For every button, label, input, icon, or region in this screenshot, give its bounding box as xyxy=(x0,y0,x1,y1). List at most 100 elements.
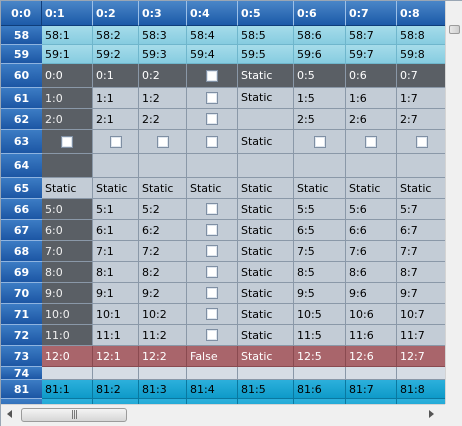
checkbox[interactable] xyxy=(206,69,218,82)
grid-cell[interactable]: 8:5 xyxy=(294,262,346,283)
checkbox-cell[interactable] xyxy=(187,304,238,325)
checkbox-cell[interactable] xyxy=(294,130,346,154)
checkbox[interactable] xyxy=(206,224,218,236)
grid-cell[interactable]: 5:7 xyxy=(397,199,445,220)
grid-cell[interactable]: 7:1 xyxy=(93,241,139,262)
row-header[interactable]: 69 xyxy=(1,262,42,283)
grid-cell[interactable]: Static xyxy=(187,178,238,199)
grid-cell[interactable]: 1:7 xyxy=(397,88,445,109)
grid-cell[interactable]: 12:0 xyxy=(42,346,93,367)
checkbox-cell[interactable] xyxy=(187,325,238,346)
grid-cell[interactable]: Static xyxy=(139,178,187,199)
grid-cell[interactable]: 82:2 xyxy=(93,399,139,404)
grid-cell[interactable] xyxy=(238,109,294,130)
checkbox-cell[interactable] xyxy=(187,130,238,154)
grid-cell[interactable]: 5:1 xyxy=(93,199,139,220)
grid-cell[interactable]: 58:6 xyxy=(294,26,346,45)
grid-cell[interactable]: 58:3 xyxy=(139,26,187,45)
checkbox-cell[interactable] xyxy=(93,130,139,154)
grid-cell[interactable]: 7:0 xyxy=(42,241,93,262)
grid-cell[interactable]: 9:1 xyxy=(93,283,139,304)
grid-cell[interactable]: Static xyxy=(238,325,294,346)
grid-cell[interactable]: 1:5 xyxy=(294,88,346,109)
grid-cell[interactable] xyxy=(93,154,139,178)
grid-cell[interactable]: 8:2 xyxy=(139,262,187,283)
grid-cell[interactable]: 5:6 xyxy=(346,199,397,220)
grid-cell[interactable] xyxy=(346,367,397,380)
grid-cell[interactable]: 81:3 xyxy=(139,380,187,399)
grid-cell[interactable]: 59:6 xyxy=(294,45,346,64)
grid-cell[interactable]: 58:4 xyxy=(187,26,238,45)
grid-cell[interactable] xyxy=(139,154,187,178)
grid-cell[interactable]: 9:2 xyxy=(139,283,187,304)
grid-cell[interactable]: 12:5 xyxy=(294,346,346,367)
checkbox[interactable] xyxy=(206,266,218,278)
grid-cell[interactable] xyxy=(238,154,294,178)
row-header[interactable]: 70 xyxy=(1,283,42,304)
grid-cell[interactable]: 10:2 xyxy=(139,304,187,325)
grid-cell[interactable]: Static xyxy=(238,346,294,367)
checkbox[interactable] xyxy=(206,203,218,215)
column-header[interactable]: 0:8 xyxy=(397,1,445,26)
grid-cell[interactable] xyxy=(397,154,445,178)
grid-cell[interactable]: Static xyxy=(397,178,445,199)
grid-cell[interactable]: 82:6 xyxy=(294,399,346,404)
grid-cell[interactable]: 82:5 xyxy=(238,399,294,404)
grid-cell[interactable]: 1:1 xyxy=(93,88,139,109)
row-header[interactable]: 71 xyxy=(1,304,42,325)
grid-cell[interactable]: 5:2 xyxy=(139,199,187,220)
horizontal-scroll-thumb[interactable]: ||| xyxy=(21,408,127,422)
grid-cell[interactable]: Static xyxy=(238,199,294,220)
grid-cell[interactable]: Static xyxy=(238,130,294,154)
grid-cell[interactable]: 5:5 xyxy=(294,199,346,220)
checkbox-cell[interactable] xyxy=(397,130,445,154)
grid-cell[interactable]: 5:0 xyxy=(42,199,93,220)
grid-cell[interactable]: 81:5 xyxy=(238,380,294,399)
vertical-scrollbar[interactable] xyxy=(445,1,462,404)
grid-cell[interactable]: 82:8 xyxy=(397,399,445,404)
grid-cell[interactable]: Static xyxy=(238,283,294,304)
grid-cell[interactable]: 8:6 xyxy=(346,262,397,283)
vertical-scroll-thumb[interactable] xyxy=(449,25,460,34)
checkbox[interactable] xyxy=(61,135,73,148)
grid-cell[interactable]: Static xyxy=(42,178,93,199)
row-header[interactable]: 59 xyxy=(1,45,42,64)
grid-cell[interactable]: 6:1 xyxy=(93,220,139,241)
grid-cell[interactable]: 81:7 xyxy=(346,380,397,399)
grid-cell[interactable]: 7:5 xyxy=(294,241,346,262)
column-header[interactable]: 0:4 xyxy=(187,1,238,26)
grid-cell[interactable]: Static xyxy=(294,178,346,199)
checkbox[interactable] xyxy=(206,135,218,148)
checkbox-cell[interactable] xyxy=(187,283,238,304)
grid-cell[interactable] xyxy=(187,154,238,178)
grid-cell[interactable]: 6:5 xyxy=(294,220,346,241)
row-header[interactable]: 68 xyxy=(1,241,42,262)
grid-cell[interactable]: Static xyxy=(93,178,139,199)
checkbox-cell[interactable] xyxy=(346,130,397,154)
column-header[interactable]: 0:2 xyxy=(93,1,139,26)
grid-cell[interactable]: 82:7 xyxy=(346,399,397,404)
grid-cell[interactable] xyxy=(42,367,93,380)
grid-cell[interactable]: Static xyxy=(238,64,294,88)
grid-cell[interactable]: 58:5 xyxy=(238,26,294,45)
grid-cell[interactable]: 81:8 xyxy=(397,380,445,399)
row-header[interactable]: 58 xyxy=(1,26,42,45)
checkbox[interactable] xyxy=(156,135,169,148)
grid-cell[interactable]: 2:7 xyxy=(397,109,445,130)
checkbox[interactable] xyxy=(415,135,428,148)
grid-cell[interactable]: 0:5 xyxy=(294,64,346,88)
grid-cell[interactable]: 82:1 xyxy=(42,399,93,404)
checkbox[interactable] xyxy=(109,135,122,148)
grid-cell[interactable]: 9:5 xyxy=(294,283,346,304)
grid-cell[interactable] xyxy=(294,367,346,380)
checkbox[interactable] xyxy=(206,329,218,341)
grid-cell[interactable]: 58:2 xyxy=(93,26,139,45)
grid-cell[interactable]: 9:6 xyxy=(346,283,397,304)
grid-cell[interactable]: Static xyxy=(238,88,294,109)
column-header[interactable]: 0:3 xyxy=(139,1,187,26)
grid-cell[interactable] xyxy=(139,367,187,380)
grid-cell[interactable]: Static xyxy=(346,178,397,199)
row-header[interactable]: 72 xyxy=(1,325,42,346)
grid-cell[interactable]: 8:0 xyxy=(42,262,93,283)
grid-cell[interactable]: 12:6 xyxy=(346,346,397,367)
